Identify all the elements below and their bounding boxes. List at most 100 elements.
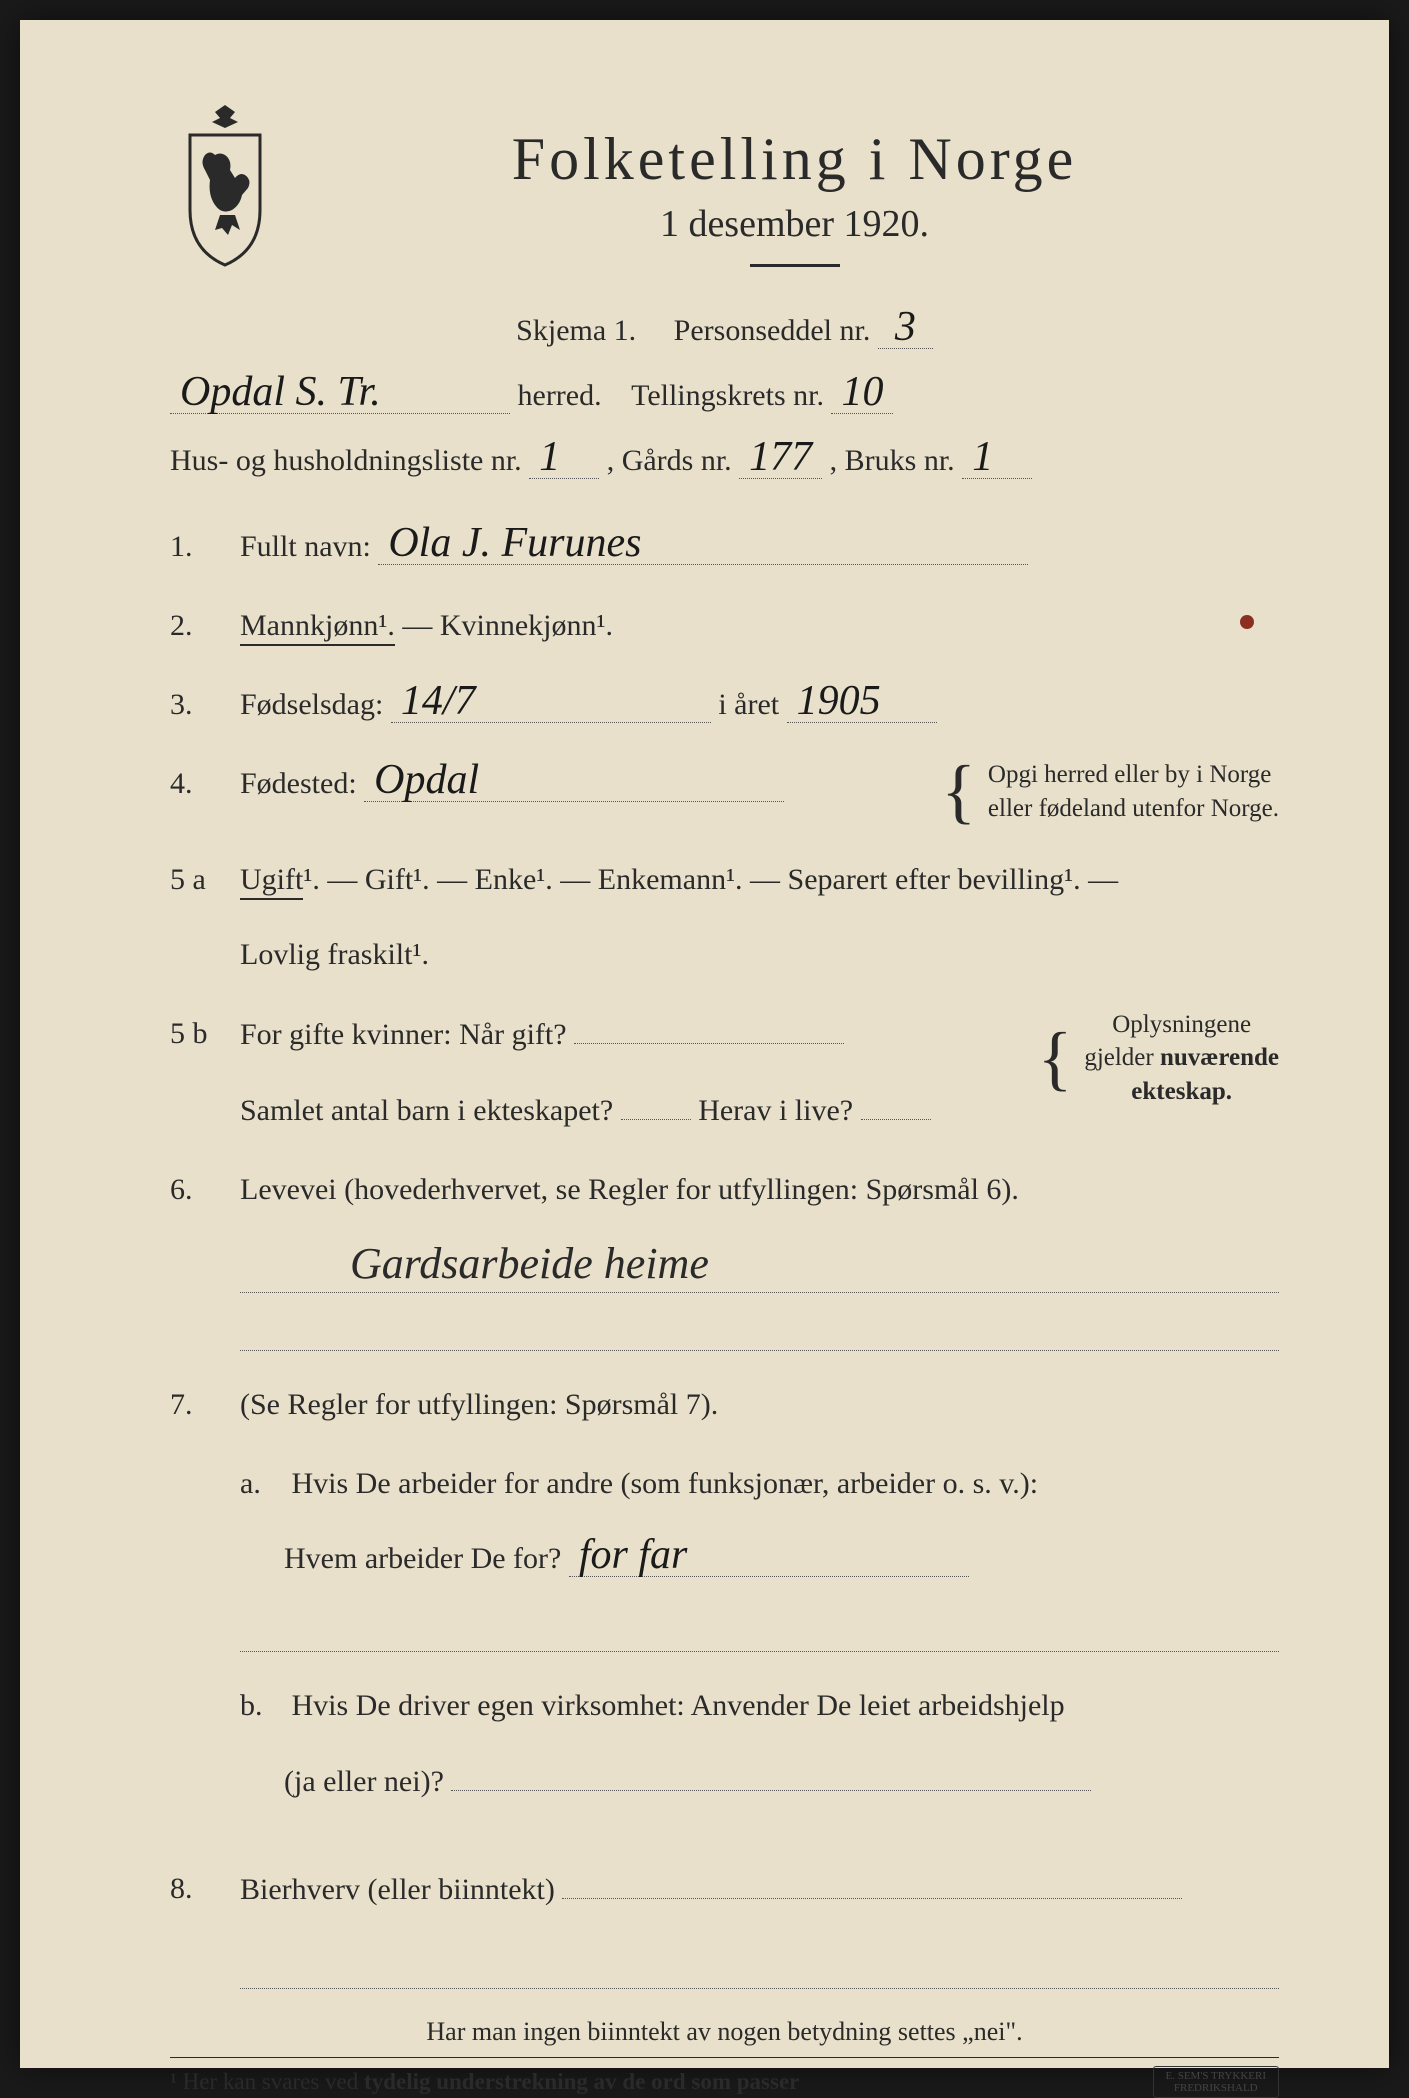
q7a-value: for far bbox=[569, 1534, 969, 1577]
q2-num: 2. bbox=[170, 600, 240, 651]
skjema-label: Skjema 1. bbox=[516, 314, 636, 347]
q1-label: Fullt navn: bbox=[240, 530, 371, 563]
question-1: 1. Fullt navn: Ola J. Furunes bbox=[170, 521, 1279, 572]
meta-herred-row: Opdal S. Tr. herred. Tellingskrets nr. 1… bbox=[170, 370, 1279, 421]
q5b-num: 5 b bbox=[170, 1008, 240, 1136]
question-7a: a. Hvis De arbeider for andre (som funks… bbox=[240, 1458, 1279, 1652]
main-title: Folketelling i Norge bbox=[310, 125, 1279, 194]
footer-note-1: Har man ingen biinntekt av nogen betydni… bbox=[170, 2017, 1279, 2047]
foot2-pre: ¹ Her kan svares ved bbox=[170, 2069, 364, 2094]
q7b-letter: b. bbox=[240, 1680, 284, 1731]
question-8: 8. Bierhverv (eller biinntekt) bbox=[170, 1863, 1279, 1989]
personseddel-label: Personseddel nr. bbox=[674, 314, 871, 347]
ink-spot bbox=[1240, 615, 1254, 629]
q1-value: Ola J. Furunes bbox=[378, 522, 1028, 565]
footer-row: ¹ Her kan svares ved tydelig understrekn… bbox=[170, 2066, 1279, 2098]
husliste-label: Hus- og husholdningsliste nr. bbox=[170, 444, 522, 477]
meta-skjema-row: Skjema 1. Personseddel nr. 3 bbox=[170, 305, 1279, 356]
stamp-line2: FREDRIKSHALD bbox=[1166, 2082, 1267, 2094]
title-block: Folketelling i Norge 1 desember 1920. bbox=[310, 100, 1279, 267]
q7a-q: Hvem arbeider De for? bbox=[284, 1542, 561, 1575]
q5b-label1: For gifte kvinner: Når gift? bbox=[240, 1018, 567, 1051]
q2-selected: Mannkjønn¹. bbox=[240, 609, 395, 646]
q8-label: Bierhverv (eller biinntekt) bbox=[240, 1873, 555, 1906]
q5a-rest: ¹. — Gift¹. — Enke¹. — Enkemann¹. — Sepa… bbox=[303, 863, 1118, 896]
header: Folketelling i Norge 1 desember 1920. bbox=[170, 100, 1279, 270]
q4-note2: eller fødeland utenfor Norge. bbox=[988, 792, 1279, 826]
coat-of-arms-icon bbox=[170, 100, 280, 270]
document-page: Folketelling i Norge 1 desember 1920. Sk… bbox=[20, 20, 1389, 2068]
q4-value: Opdal bbox=[364, 759, 784, 802]
q7b-label: Hvis De driver egen virksomhet: Anvender… bbox=[292, 1689, 1065, 1722]
q8-num: 8. bbox=[170, 1863, 240, 1989]
q8-fill bbox=[562, 1863, 1182, 1899]
q5b-note1: Oplysningene bbox=[1084, 1008, 1279, 1042]
q3-day: 14/7 bbox=[391, 680, 711, 723]
question-4: 4. Fødested: Opdal { Opgi herred eller b… bbox=[170, 758, 1279, 826]
q5b-fill1 bbox=[574, 1008, 844, 1044]
q4-label: Fødested: bbox=[240, 767, 357, 800]
question-5b: 5 b For gifte kvinner: Når gift? Samlet … bbox=[170, 1008, 1279, 1136]
q5a-num: 5 a bbox=[170, 854, 240, 980]
meta-hus-row: Hus- og husholdningsliste nr. 1 , Gårds … bbox=[170, 435, 1279, 486]
q5b-label3: Herav i live? bbox=[698, 1094, 853, 1127]
q3-year-label: i året bbox=[718, 688, 779, 721]
title-divider bbox=[750, 264, 840, 267]
q4-num: 4. bbox=[170, 758, 240, 826]
q7b-fill bbox=[451, 1755, 1091, 1791]
q5b-fill2 bbox=[621, 1084, 691, 1120]
q7-label: (Se Regler for utfyllingen: Spørsmål 7). bbox=[240, 1379, 1279, 1430]
brace-icon: { bbox=[1038, 1037, 1073, 1080]
footer-rule bbox=[170, 2057, 1279, 2058]
brace-icon: { bbox=[941, 770, 976, 813]
q4-note1: Opgi herred eller by i Norge bbox=[988, 758, 1279, 792]
q5a-selected: Ugift bbox=[240, 863, 303, 900]
q5b-label2: Samlet antal barn i ekteskapet? bbox=[240, 1094, 613, 1127]
q7a-label: Hvis De arbeider for andre (som funksjon… bbox=[292, 1467, 1039, 1500]
q3-num: 3. bbox=[170, 679, 240, 730]
q2-opt2: Kvinnekjønn¹. bbox=[440, 609, 613, 642]
form-body: 1. Fullt navn: Ola J. Furunes 2. Mannkjø… bbox=[170, 521, 1279, 2098]
footer-note-2: ¹ Her kan svares ved tydelig understrekn… bbox=[170, 2069, 799, 2095]
q5b-note2: gjelder nuværende bbox=[1084, 1041, 1279, 1075]
foot2-bold: tydelig understrekning av de ord som pas… bbox=[364, 2069, 799, 2094]
q6-num: 6. bbox=[170, 1164, 240, 1351]
q7a-blank bbox=[240, 1594, 1279, 1652]
husliste-nr: 1 bbox=[529, 436, 599, 479]
q3-year: 1905 bbox=[787, 680, 937, 723]
q5b-note: { Oplysningene gjelder nuværende ekteska… bbox=[1038, 1008, 1279, 1109]
q7a-letter: a. bbox=[240, 1458, 284, 1509]
subtitle: 1 desember 1920. bbox=[310, 202, 1279, 246]
printer-stamp: E. SEM'S TRYKKERI FREDRIKSHALD bbox=[1153, 2066, 1280, 2098]
q7-num: 7. bbox=[170, 1379, 240, 1835]
question-6: 6. Levevei (hovederhvervet, se Regler fo… bbox=[170, 1164, 1279, 1351]
q4-note: { Opgi herred eller by i Norge eller fød… bbox=[941, 758, 1279, 826]
bruks-nr: 1 bbox=[962, 436, 1032, 479]
personseddel-nr: 3 bbox=[878, 306, 933, 349]
q1-num: 1. bbox=[170, 521, 240, 572]
q5b-note3: ekteskap. bbox=[1084, 1075, 1279, 1109]
question-7: 7. (Se Regler for utfyllingen: Spørsmål … bbox=[170, 1379, 1279, 1835]
q6-value: Gardsarbeide heime bbox=[240, 1235, 1279, 1293]
q3-label: Fødselsdag: bbox=[240, 688, 383, 721]
gards-nr: 177 bbox=[739, 436, 822, 479]
meta-block: Skjema 1. Personseddel nr. 3 Opdal S. Tr… bbox=[170, 305, 1279, 486]
q6-blank bbox=[240, 1293, 1279, 1351]
gards-label: , Gårds nr. bbox=[607, 444, 732, 477]
question-5a: 5 a Ugift¹. — Gift¹. — Enke¹. — Enkemann… bbox=[170, 854, 1279, 980]
tellingskrets-label: Tellingskrets nr. bbox=[631, 379, 824, 412]
q8-blank bbox=[240, 1931, 1279, 1989]
q5a-line2: Lovlig fraskilt¹. bbox=[240, 929, 1279, 980]
herred-value: Opdal S. Tr. bbox=[170, 371, 510, 414]
tellingskrets-nr: 10 bbox=[831, 371, 893, 414]
question-3: 3. Fødselsdag: 14/7 i året 1905 bbox=[170, 679, 1279, 730]
q6-label: Levevei (hovederhvervet, se Regler for u… bbox=[240, 1173, 1019, 1206]
q2-sep: — bbox=[402, 609, 440, 642]
herred-label: herred. bbox=[518, 379, 602, 412]
stamp-line1: E. SEM'S TRYKKERI bbox=[1166, 2070, 1267, 2082]
bruks-label: , Bruks nr. bbox=[830, 444, 955, 477]
q5b-fill3 bbox=[861, 1084, 931, 1120]
q7b-q: (ja eller nei)? bbox=[284, 1765, 444, 1798]
question-7b: b. Hvis De driver egen virksomhet: Anven… bbox=[240, 1680, 1279, 1807]
question-2: 2. Mannkjønn¹. — Kvinnekjønn¹. bbox=[170, 600, 1279, 651]
